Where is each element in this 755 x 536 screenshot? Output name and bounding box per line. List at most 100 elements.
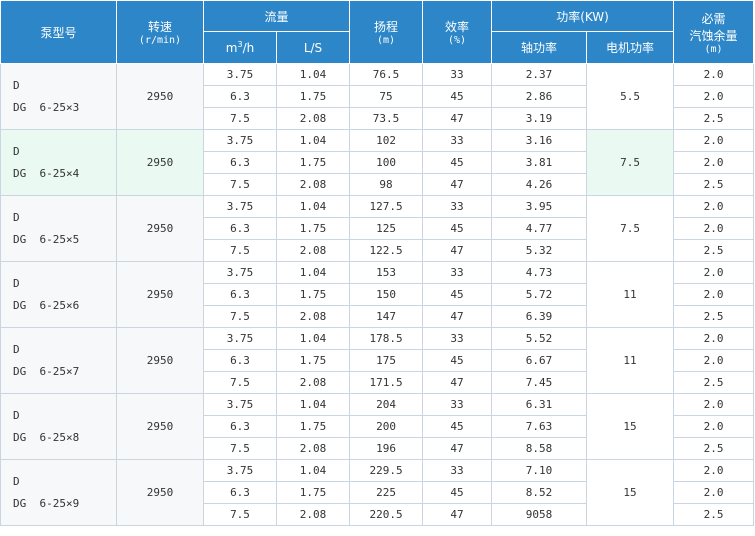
motor-power-cell: 15 (586, 393, 675, 460)
npsh-cell: 2.0 (673, 151, 755, 174)
shaft-power-cell: 5.72 (491, 283, 588, 306)
npsh-cell: 2.0 (673, 261, 755, 284)
efficiency-cell: 33 (422, 261, 493, 284)
flow-ls-cell: 1.04 (275, 261, 351, 284)
flow-ls-cell: 1.75 (275, 415, 351, 438)
npsh-cell: 2.0 (673, 217, 755, 240)
model-prefix: D (13, 78, 20, 92)
header-npsh: 必需 汽蚀余量 (m) (673, 0, 755, 64)
npsh-cell: 2.5 (673, 305, 755, 328)
table-row: 6.3 1.75 225 45 8.52 2.0 (1, 481, 755, 504)
table-row: 6.3 1.75 100 45 3.81 2.0 (1, 151, 755, 174)
speed-cell: 2950 (116, 459, 204, 526)
flow-m3h-cell: 7.5 (203, 503, 277, 526)
header-npsh-line2: 汽蚀余量 (689, 28, 738, 43)
npsh-cell: 2.0 (673, 129, 755, 152)
shaft-power-cell: 5.52 (491, 327, 588, 350)
flow-m3h-base: m (225, 41, 238, 55)
flow-m3h-cell: 3.75 (203, 327, 277, 350)
head-cell: 178.5 (349, 327, 424, 350)
model-name: DG 6-25×4 (13, 166, 80, 180)
flow-m3h-sup: 3 (237, 40, 243, 49)
head-cell: 76.5 (349, 63, 424, 86)
flow-m3h-cell: 7.5 (203, 173, 277, 196)
table-row: D DG 6-25×9 2950 3.75 1.04 229.5 33 7.10 15 2.0 (0, 459, 755, 526)
efficiency-cell: 47 (422, 173, 493, 196)
efficiency-cell: 45 (422, 217, 493, 240)
motor-power-cell: 11 (586, 327, 675, 394)
motor-power-cell: 15 (586, 459, 675, 526)
flow-ls-label: L/S (303, 40, 323, 55)
model-prefix: D (13, 210, 20, 224)
efficiency-cell: 47 (422, 107, 493, 130)
flow-ls-cell: 2.08 (275, 437, 351, 460)
table-row: 6.3 1.75 150 45 5.72 2.0 (1, 283, 755, 306)
shaft-power-cell: 4.77 (491, 217, 588, 240)
npsh-cell: 2.5 (673, 371, 755, 394)
flow-m3h-cell: 3.75 (203, 393, 277, 416)
flow-ls-cell: 1.75 (275, 217, 351, 240)
shaft-power-cell: 3.16 (491, 129, 588, 152)
flow-ls-cell: 1.75 (275, 481, 351, 504)
header-power-label: 功率(KW) (556, 9, 609, 24)
flow-m3h-cell: 7.5 (203, 107, 277, 130)
flow-ls-cell: 1.04 (275, 327, 351, 350)
shaft-power-cell: 7.63 (491, 415, 588, 438)
head-cell: 100 (349, 151, 424, 174)
shaft-power-label: 轴功率 (521, 41, 558, 55)
speed-cell: 2950 (116, 261, 204, 328)
shaft-power-cell: 2.86 (491, 85, 588, 108)
table-row: D DG 6-25×8 2950 3.75 1.04 204 33 6.31 15 2.0 (0, 393, 755, 460)
motor-power-cell: 5.5 (586, 63, 675, 130)
header-speed: 转速 (r/min) (116, 0, 204, 64)
npsh-cell: 2.5 (673, 107, 755, 130)
shaft-power-cell: 5.32 (491, 239, 588, 262)
shaft-power-cell: 8.52 (491, 481, 588, 504)
table-row: 6.3 1.75 125 45 4.77 2.0 (1, 217, 755, 240)
flow-ls-cell: 2.08 (275, 173, 351, 196)
shaft-power-cell: 2.37 (491, 63, 588, 86)
model-cell: D DG 6-25×7 (0, 327, 117, 394)
shaft-power-cell: 4.73 (491, 261, 588, 284)
npsh-cell: 2.0 (673, 195, 755, 218)
model-name: DG 6-25×7 (13, 364, 80, 378)
model-cell: D DG 6-25×6 (0, 261, 117, 328)
table-row: 6.3 1.75 75 45 2.86 2.0 (1, 85, 755, 108)
npsh-cell: 2.0 (673, 349, 755, 372)
flow-ls-cell: 2.08 (275, 107, 351, 130)
flow-m3h-cell: 6.3 (203, 151, 277, 174)
model-prefix: D (13, 474, 20, 488)
flow-m3h-cell: 6.3 (203, 415, 277, 438)
efficiency-cell: 33 (422, 195, 493, 218)
table-row: 7.5 2.08 73.5 47 3.19 2.5 (1, 107, 755, 130)
head-cell: 122.5 (349, 239, 424, 262)
model-name: DG 6-25×8 (13, 430, 80, 444)
header-efficiency: 效率 (%) (422, 0, 493, 64)
flow-ls-cell: 1.04 (275, 195, 351, 218)
flow-m3h-cell: 6.3 (203, 217, 277, 240)
efficiency-cell: 47 (422, 503, 493, 526)
head-cell: 98 (349, 173, 424, 196)
model-cell: D DG 6-25×4 (0, 129, 117, 196)
efficiency-cell: 47 (422, 239, 493, 262)
flow-m3h-cell: 7.5 (203, 305, 277, 328)
flow-m3h-cell: 3.75 (203, 129, 277, 152)
npsh-cell: 2.5 (673, 173, 755, 196)
header-shaft-power: 轴功率 (491, 31, 588, 64)
model-name: DG 6-25×6 (13, 298, 80, 312)
header-npsh-line1: 必需 (701, 11, 726, 26)
header-head-unit: (m) (376, 35, 396, 46)
efficiency-cell: 47 (422, 437, 493, 460)
head-cell: 127.5 (349, 195, 424, 218)
flow-ls-cell: 1.75 (275, 349, 351, 372)
flow-ls-cell: 1.75 (275, 151, 351, 174)
efficiency-cell: 45 (422, 151, 493, 174)
table-row: D DG 6-25×6 2950 3.75 1.04 153 33 4.73 11 2.0 (0, 261, 755, 328)
efficiency-cell: 47 (422, 371, 493, 394)
motor-power-cell: 7.5 (586, 129, 675, 196)
flow-m3h-cell: 7.5 (203, 239, 277, 262)
flow-ls-cell: 2.08 (275, 239, 351, 262)
npsh-cell: 2.5 (673, 437, 755, 460)
header-flow-ls: L/S (275, 31, 351, 64)
head-cell: 75 (349, 85, 424, 108)
